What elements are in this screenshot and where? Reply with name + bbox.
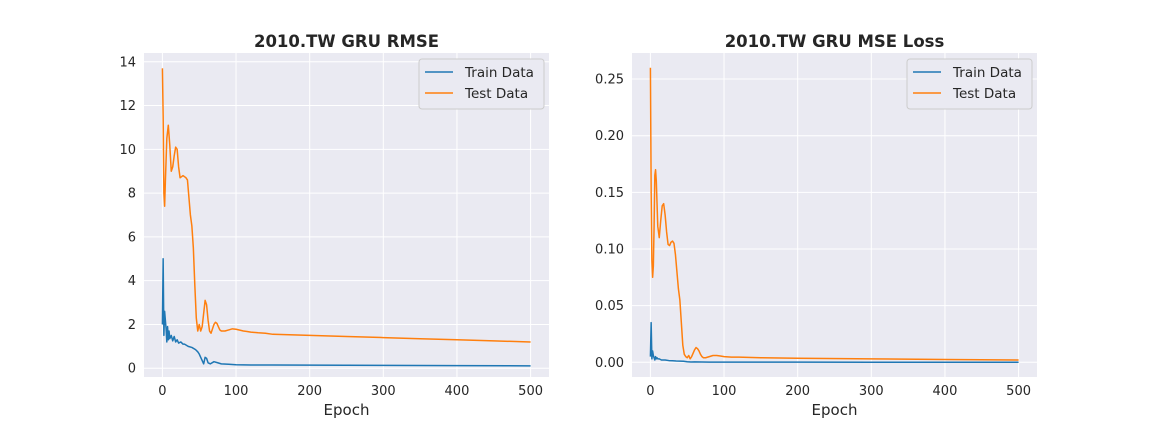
legend-label-test-mse: Test Data [952, 86, 1016, 102]
y-tick-label: 6 [128, 230, 136, 245]
y-tick-label: 0.15 [595, 186, 624, 201]
x-tick-label: 0 [158, 384, 166, 399]
ticks-rmse: 0 100 200 300 400 500 0 2 4 6 8 10 12 14 [119, 55, 543, 399]
series-line-test-data [649, 67, 1019, 361]
x-tick-label: 100 [224, 384, 249, 399]
x-tick-label: 300 [859, 384, 884, 399]
y-tick-label: 0.05 [595, 299, 624, 314]
series-rmse [161, 68, 531, 367]
y-tick-label: 2 [128, 318, 136, 333]
y-tick-label: 0.20 [595, 129, 624, 144]
y-tick-label: 10 [119, 143, 136, 158]
x-tick-label: 400 [933, 384, 958, 399]
x-tick-label: 400 [445, 384, 470, 399]
x-tick-label: 200 [785, 384, 810, 399]
y-tick-label: 0.00 [595, 356, 624, 371]
chart-title-rmse: 2010.TW GRU RMSE [254, 32, 439, 51]
chart-mse: 0 100 200 300 400 500 0.00 0.05 0.10 0.15 0.20 0.25… [595, 32, 1037, 419]
legend-label-test-rmse: Test Data [464, 86, 528, 102]
chart-rmse: 0 100 200 300 400 500 0 2 4 6 8 10 12 14 2010.TW GRU … [119, 32, 549, 419]
ticks-mse: 0 100 200 300 400 500 0.00 0.05 0.10 0.15 0.20 0.25 [595, 73, 1031, 399]
series-line-train-data [161, 258, 531, 367]
series-mse [649, 67, 1019, 364]
x-tick-label: 100 [712, 384, 737, 399]
y-tick-label: 0 [128, 362, 136, 377]
chart-title-mse: 2010.TW GRU MSE Loss [725, 32, 945, 51]
x-tick-label: 0 [646, 384, 654, 399]
legend-mse: Train Data Test Data [906, 58, 1033, 110]
y-tick-label: 0.10 [595, 242, 624, 257]
x-tick-label: 500 [1006, 384, 1031, 399]
x-tick-label: 500 [518, 384, 543, 399]
legend-rmse: Train Data Test Data [418, 58, 545, 110]
x-axis-label-rmse: Epoch [324, 401, 370, 419]
y-tick-label: 12 [119, 99, 136, 114]
y-tick-label: 14 [119, 55, 136, 70]
series-line-test-data [161, 68, 531, 343]
y-tick-label: 4 [128, 274, 136, 289]
x-axis-label-mse: Epoch [812, 401, 858, 419]
series-line-train-data [649, 321, 1019, 364]
x-tick-label: 300 [371, 384, 396, 399]
legend-label-train-mse: Train Data [952, 65, 1022, 81]
y-tick-label: 0.25 [595, 73, 624, 88]
legend-label-train-rmse: Train Data [464, 65, 534, 81]
x-tick-label: 200 [297, 384, 322, 399]
y-tick-label: 8 [128, 187, 136, 202]
